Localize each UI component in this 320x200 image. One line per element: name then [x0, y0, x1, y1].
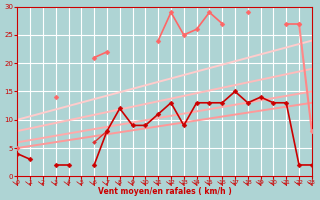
X-axis label: Vent moyen/en rafales ( km/h ): Vent moyen/en rafales ( km/h )	[98, 187, 231, 196]
